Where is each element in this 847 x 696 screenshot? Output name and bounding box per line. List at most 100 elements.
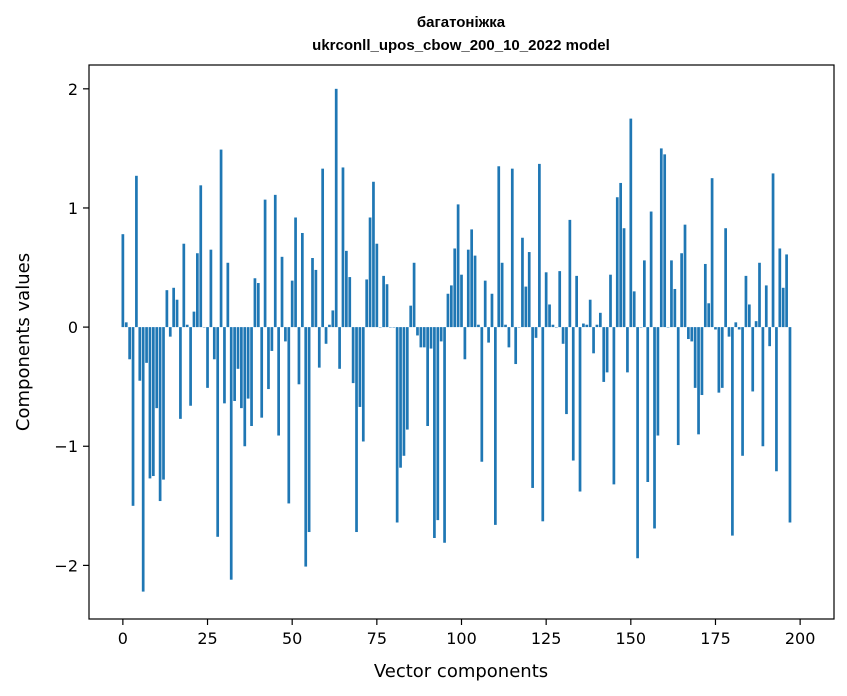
bar-114	[507, 327, 511, 348]
bar-103	[470, 229, 474, 328]
bar-37	[246, 327, 250, 399]
x-tick-label: 125	[531, 629, 562, 648]
bar-196	[785, 254, 788, 328]
bar-28	[216, 327, 220, 537]
bar-52	[297, 327, 301, 385]
bar-69	[355, 327, 358, 533]
bar-0	[121, 234, 125, 328]
y-tick-label: −1	[54, 437, 78, 456]
x-tick-label: 100	[446, 629, 477, 648]
bar-55	[307, 327, 311, 533]
bar-111	[497, 166, 501, 328]
bar-193	[775, 327, 778, 472]
bar-154	[643, 260, 646, 328]
bar-48	[284, 327, 287, 342]
bar-3	[131, 327, 135, 506]
bar-134	[575, 275, 578, 328]
bar-192	[771, 173, 775, 328]
bar-137	[585, 324, 589, 328]
bar-112	[500, 262, 504, 328]
bar-155	[646, 327, 650, 482]
bar-39	[253, 278, 257, 328]
bar-185	[747, 304, 751, 328]
bar-2	[128, 327, 131, 360]
bar-183	[741, 327, 744, 456]
bar-21	[192, 311, 196, 328]
bar-97	[449, 285, 453, 328]
bar-15	[172, 287, 176, 328]
bar-139	[592, 327, 595, 354]
bar-13	[165, 290, 169, 328]
bar-82	[399, 327, 402, 468]
x-tick-label: 175	[700, 629, 731, 648]
bar-57	[314, 269, 318, 328]
bar-17	[179, 327, 182, 419]
bar-168	[690, 327, 694, 342]
y-axis-label: Components values	[13, 253, 34, 431]
bar-87	[416, 327, 419, 336]
bar-191	[768, 327, 772, 347]
bar-151	[632, 291, 636, 328]
bar-141	[598, 312, 602, 328]
y-tick-label: −2	[54, 556, 78, 575]
bar-99	[456, 204, 460, 328]
bar-142	[602, 327, 606, 382]
bar-1	[124, 322, 128, 328]
bar-157	[653, 327, 656, 529]
bar-77	[382, 275, 385, 328]
bar-59	[321, 168, 325, 328]
bar-163	[673, 288, 677, 328]
bar-184	[744, 275, 748, 328]
bar-176	[717, 327, 721, 393]
bar-106	[480, 327, 484, 462]
bar-172	[703, 263, 707, 328]
bar-174	[710, 178, 714, 328]
bar-170	[697, 327, 700, 435]
x-tick-label: 150	[616, 629, 647, 648]
y-tick-label: 1	[68, 199, 78, 218]
bar-74	[372, 181, 375, 328]
bar-179	[727, 327, 731, 337]
bar-167	[687, 327, 690, 340]
bar-60	[324, 327, 328, 344]
chart-subtitle: ukrconll_upos_cbow_200_10_2022 model	[312, 37, 610, 54]
bar-85	[409, 305, 413, 328]
bar-94	[439, 327, 443, 342]
bar-156	[649, 211, 653, 328]
bar-92	[433, 327, 436, 538]
bar-101	[463, 327, 467, 360]
bar-18	[182, 243, 186, 328]
bar-162	[670, 260, 673, 328]
bar-81	[395, 327, 399, 523]
bar-42	[263, 199, 267, 328]
bar-190	[764, 285, 768, 328]
bar-147	[619, 182, 623, 328]
bar-119	[524, 286, 528, 328]
bar-197	[788, 327, 792, 523]
bar-133	[571, 327, 575, 461]
bar-115	[510, 168, 514, 328]
bar-46	[277, 327, 280, 436]
bar-102	[466, 249, 470, 328]
bar-86	[412, 262, 416, 328]
bar-49	[287, 327, 291, 504]
bar-61	[328, 324, 331, 328]
bar-26	[209, 249, 213, 328]
bar-34	[236, 327, 240, 369]
bar-45	[273, 194, 277, 328]
bar-186	[751, 327, 755, 392]
bar-144	[609, 274, 612, 328]
x-axis-label: Vector components	[374, 661, 548, 682]
bar-188	[758, 262, 761, 328]
bar-23	[199, 185, 203, 328]
bar-71	[361, 327, 365, 442]
bar-166	[683, 224, 687, 328]
bar-100	[460, 274, 463, 328]
bar-180	[731, 327, 734, 536]
bar-118	[521, 237, 524, 328]
bar-11	[158, 327, 162, 502]
bar-47	[280, 256, 284, 328]
bar-96	[446, 293, 450, 328]
x-tick-label: 0	[118, 629, 128, 648]
